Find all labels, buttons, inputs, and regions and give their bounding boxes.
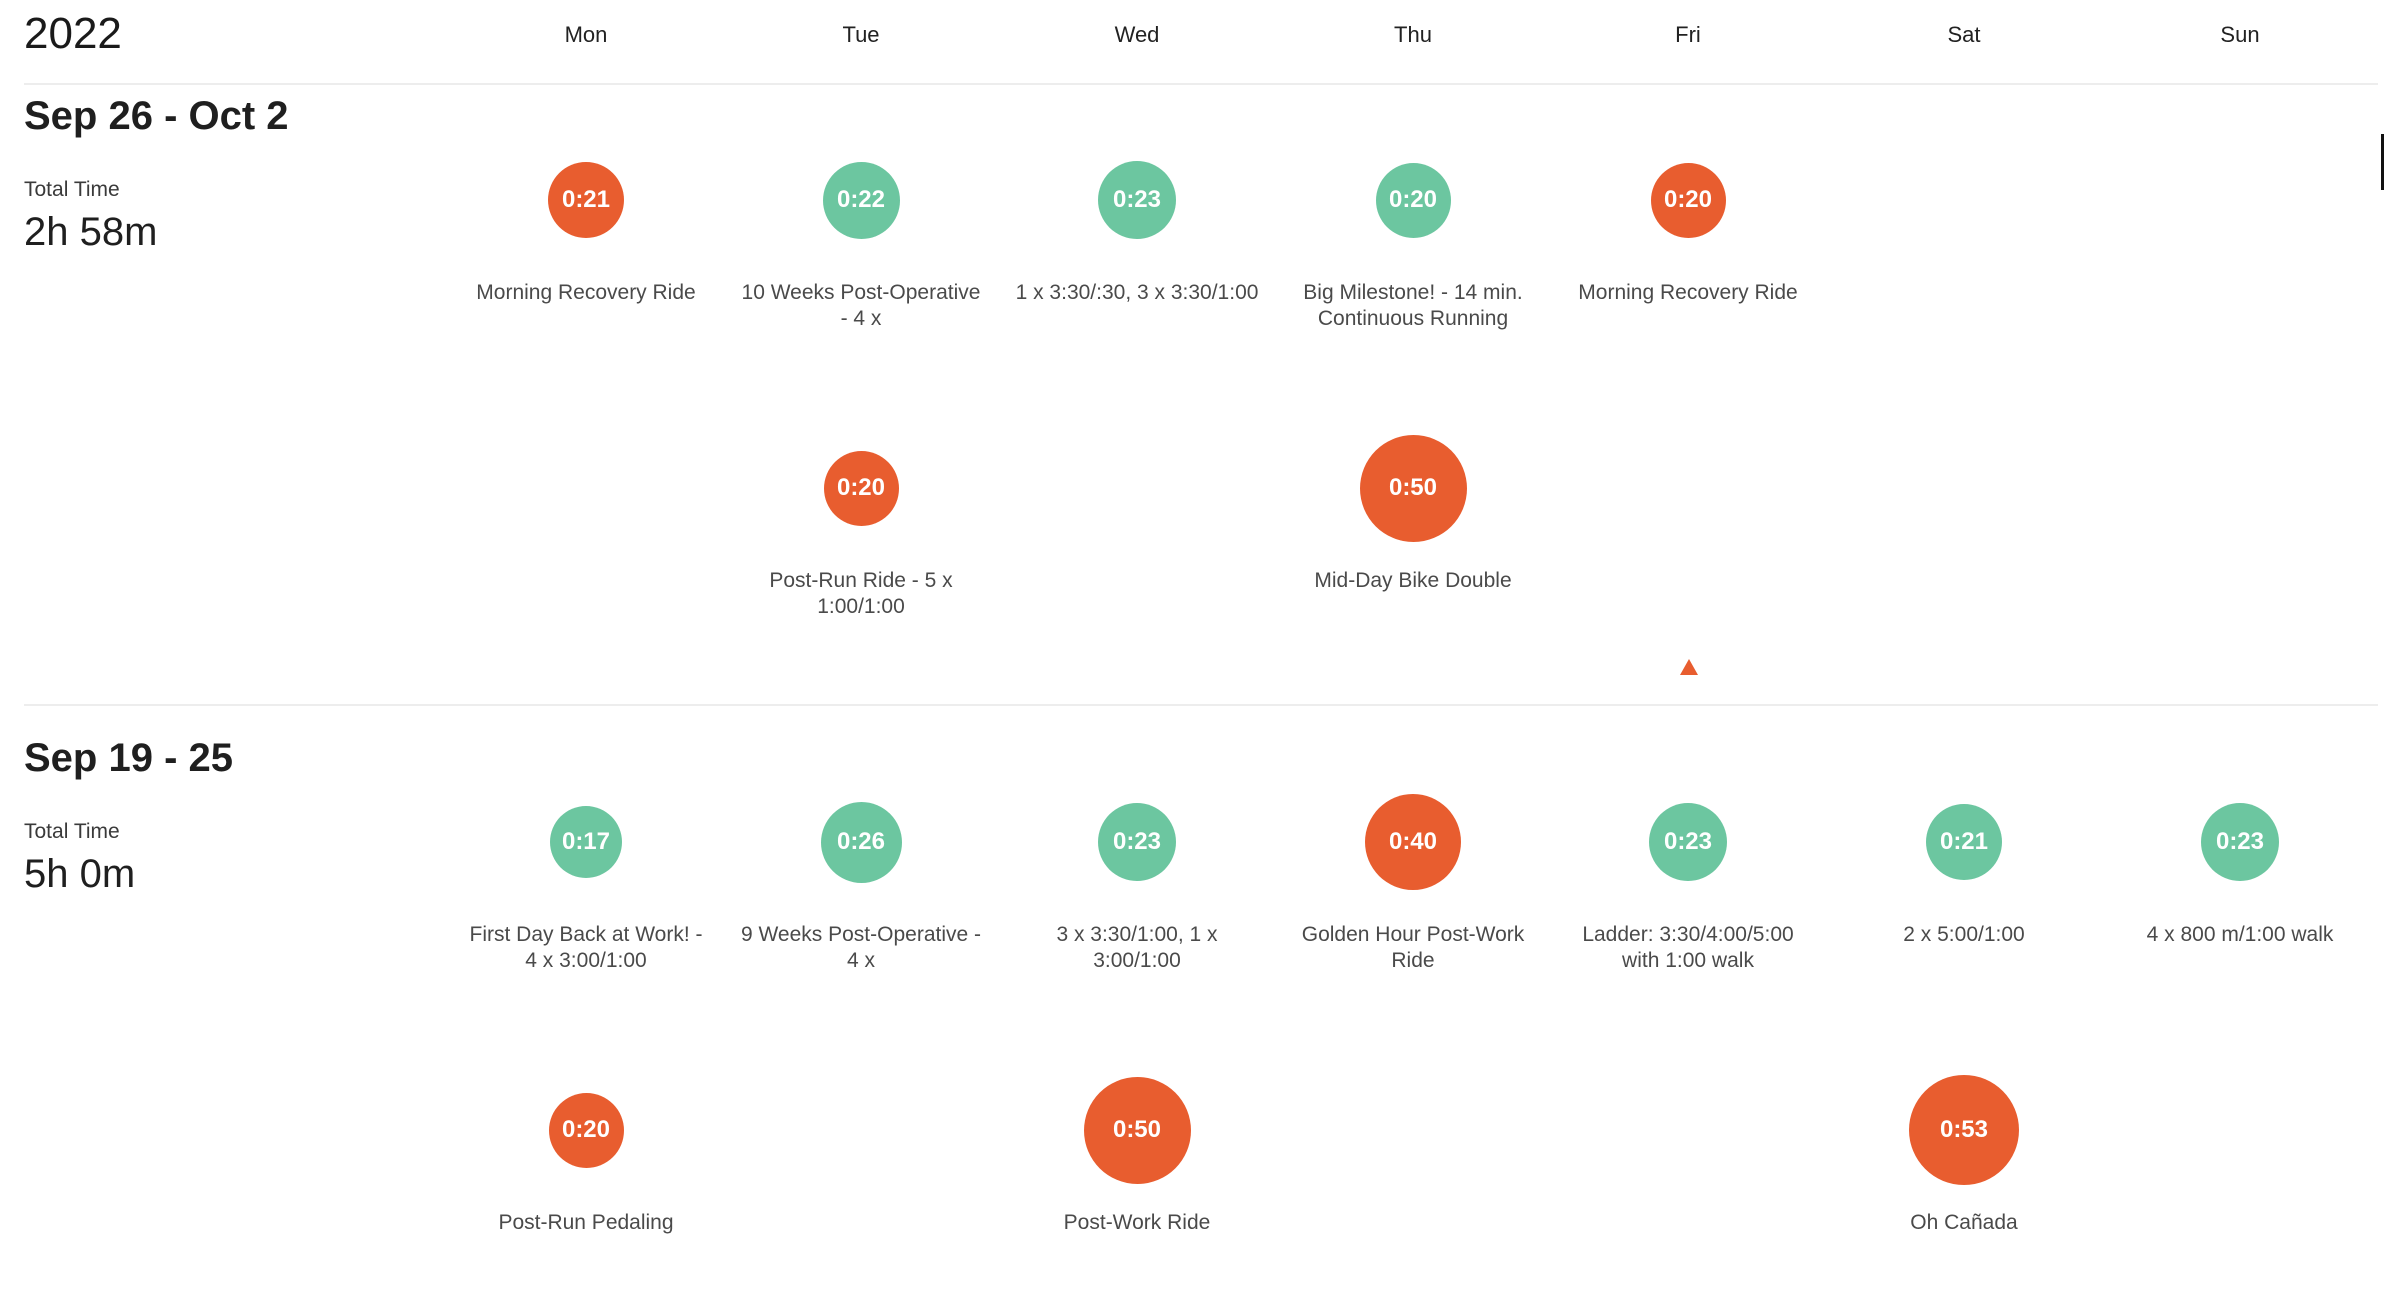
- day-header-tue: Tue: [842, 22, 880, 47]
- activity-title[interactable]: Morning Recovery Ride: [1578, 281, 1798, 304]
- day-header-sun: Sun: [2220, 22, 2260, 47]
- activity-title[interactable]: Big Milestone! - 14 min. Continuous Runn…: [1303, 281, 1523, 330]
- activity-card[interactable]: 0:23 3 x 3:30/1:00, 1 x 3:00/1:00: [1012, 802, 1262, 1052]
- activity-duration-bubble[interactable]: 0:21: [548, 162, 624, 238]
- today-marker-icon: [1680, 659, 1698, 675]
- activity-title[interactable]: Morning Recovery Ride: [476, 281, 696, 304]
- activity-card[interactable]: 0:50 Post-Work Ride: [1012, 1076, 1262, 1294]
- activity-duration-bubble[interactable]: 0:21: [1926, 804, 2002, 880]
- activity-title[interactable]: First Day Back at Work! - 4 x 3:00/1:00: [469, 923, 703, 972]
- day-header-thu: Thu: [1394, 22, 1432, 47]
- activity-title[interactable]: Ladder: 3:30/4:00/5:00 with 1:00 walk: [1582, 923, 1794, 972]
- activity-card[interactable]: 0:53 Oh Cañada: [1839, 1075, 2089, 1294]
- activity-title[interactable]: 2 x 5:00/1:00: [1903, 923, 2025, 946]
- activity-card[interactable]: 0:20 Post-Run Ride - 5 x 1:00/1:00: [736, 448, 986, 698]
- activity-duration-bubble[interactable]: 0:20: [548, 1092, 624, 1168]
- activity-card[interactable]: 0:20 Big Milestone! - 14 min. Continuous …: [1288, 160, 1538, 410]
- activity-duration-bubble[interactable]: 0:53: [1909, 1075, 2019, 1185]
- activity-title[interactable]: Post-Run Ride - 5 x 1:00/1:00: [769, 569, 953, 618]
- activity-card[interactable]: 0:17 First Day Back at Work! - 4 x 3:00/1…: [461, 802, 711, 1052]
- activity-title[interactable]: 10 Weeks Post-Operative - 4 x: [741, 281, 981, 330]
- scrollbar-thumb[interactable]: [2381, 134, 2384, 190]
- week-divider: [24, 704, 2378, 706]
- activity-duration-bubble[interactable]: 0:23: [1098, 161, 1176, 239]
- activity-title[interactable]: Post-Work Ride: [1063, 1211, 1211, 1234]
- activity-title[interactable]: Mid-Day Bike Double: [1314, 569, 1512, 592]
- activity-duration-bubble[interactable]: 0:17: [550, 806, 622, 878]
- activity-card[interactable]: 0:20 Morning Recovery Ride: [1563, 160, 1813, 410]
- activity-duration-bubble[interactable]: 0:20: [1650, 162, 1726, 238]
- activity-title[interactable]: Golden Hour Post-Work Ride: [1301, 923, 1525, 972]
- week-title: Sep 19 - 25: [24, 736, 234, 780]
- activity-title[interactable]: 3 x 3:30/1:00, 1 x 3:00/1:00: [1056, 923, 1218, 972]
- activity-card[interactable]: 0:20 Post-Run Pedaling: [461, 1090, 711, 1294]
- total-time-value: 2h 58m: [24, 210, 158, 254]
- activity-card[interactable]: 0:50 Mid-Day Bike Double: [1288, 434, 1538, 698]
- activity-title[interactable]: 1 x 3:30/:30, 3 x 3:30/1:00: [1015, 281, 1259, 304]
- day-header-fri: Fri: [1675, 22, 1701, 47]
- activity-card[interactable]: 0:23 4 x 800 m/1:00 walk: [2115, 802, 2365, 1052]
- day-header-sat: Sat: [1947, 22, 1981, 47]
- activity-duration-bubble[interactable]: 0:23: [1649, 803, 1727, 881]
- total-time-value: 5h 0m: [24, 852, 136, 896]
- activity-card[interactable]: 0:21 Morning Recovery Ride: [461, 160, 711, 410]
- activity-card[interactable]: 0:40 Golden Hour Post-Work Ride: [1288, 794, 1538, 1052]
- activity-duration-bubble[interactable]: 0:22: [822, 161, 900, 239]
- activity-title[interactable]: 9 Weeks Post-Operative - 4 x: [740, 923, 982, 972]
- activity-card[interactable]: 0:21 2 x 5:00/1:00: [1839, 802, 2089, 1052]
- week-title: Sep 26 - Oct 2: [24, 94, 289, 138]
- activity-title[interactable]: Oh Cañada: [1910, 1211, 2018, 1234]
- total-time-label: Total Time: [24, 178, 120, 201]
- year-label: 2022: [24, 9, 122, 58]
- activity-duration-bubble[interactable]: 0:40: [1365, 794, 1461, 890]
- header-divider: [24, 83, 2378, 85]
- day-header-mon: Mon: [564, 22, 608, 47]
- activity-duration-bubble[interactable]: 0:26: [820, 801, 902, 883]
- activity-duration-bubble[interactable]: 0:20: [1375, 162, 1451, 238]
- activity-duration-bubble[interactable]: 0:50: [1359, 434, 1467, 542]
- activity-duration-bubble[interactable]: 0:20: [823, 450, 899, 526]
- activity-card[interactable]: 0:22 10 Weeks Post-Operative - 4 x: [736, 160, 986, 410]
- activity-title[interactable]: Post-Run Pedaling: [498, 1211, 674, 1234]
- activity-duration-bubble[interactable]: 0:23: [1098, 803, 1176, 881]
- activity-title[interactable]: 4 x 800 m/1:00 walk: [2146, 923, 2334, 946]
- activity-card[interactable]: 0:26 9 Weeks Post-Operative - 4 x: [736, 801, 986, 1052]
- total-time-label: Total Time: [24, 820, 120, 843]
- activity-duration-bubble[interactable]: 0:50: [1083, 1076, 1191, 1184]
- activity-card[interactable]: 0:23 Ladder: 3:30/4:00/5:00 with 1:00 wal…: [1563, 802, 1813, 1052]
- activity-duration-bubble[interactable]: 0:23: [2201, 803, 2279, 881]
- activity-card[interactable]: 0:23 1 x 3:30/:30, 3 x 3:30/1:00: [1012, 160, 1262, 410]
- day-header-wed: Wed: [1114, 22, 1160, 47]
